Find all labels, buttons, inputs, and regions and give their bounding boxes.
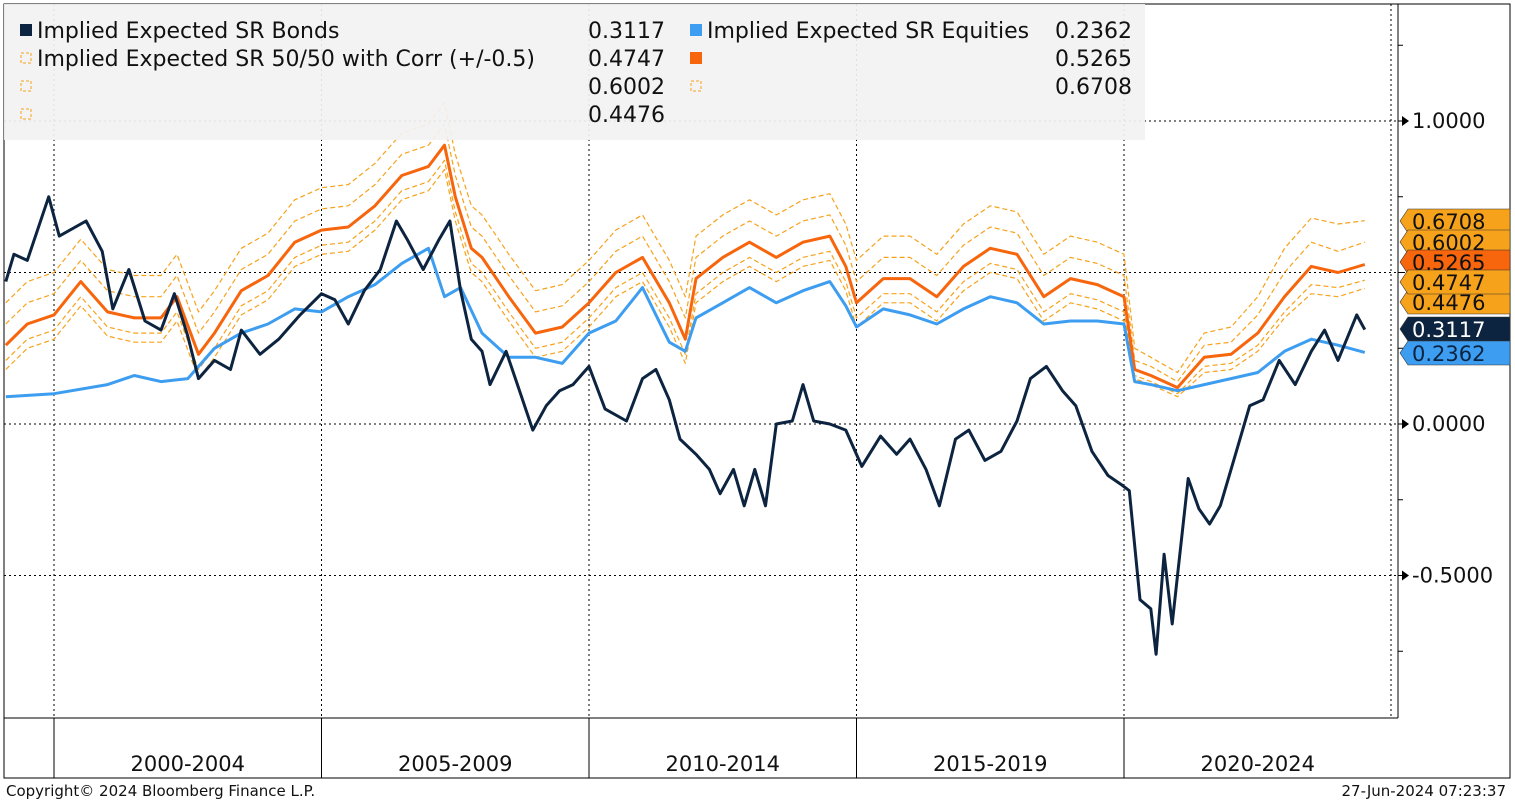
- legend-swatch: [20, 52, 32, 64]
- legend-label: Implied Expected SR 50/50 with Corr (+/-…: [37, 47, 535, 72]
- portfolio-band-line: [5, 159, 1365, 395]
- last-value-tag: [1399, 340, 1511, 366]
- x-tick-label: 2010-2014: [666, 752, 780, 776]
- last-value-tag: [1399, 316, 1511, 342]
- x-tick-label: 2020-2024: [1201, 752, 1315, 776]
- legend-swatch: [20, 108, 32, 120]
- x-tick-label: 2000-2004: [131, 752, 245, 776]
- legend-value: 0.4476: [588, 103, 665, 128]
- last-value-tag-text: 0.4476: [1412, 291, 1485, 315]
- legend-value: 0.5265: [1055, 47, 1132, 72]
- y-tick-label: 0.0000: [1412, 412, 1485, 436]
- legend-value: 0.6002: [588, 75, 665, 100]
- y-tick-arrow: [1402, 419, 1409, 429]
- bonds-line: [4, 195, 1367, 656]
- x-tick-label: 2015-2019: [933, 752, 1047, 776]
- y-tick-arrow: [1402, 570, 1409, 581]
- y-tick-arrow: [1402, 116, 1409, 126]
- last-value-tag: [1399, 269, 1511, 295]
- equities-line: [5, 246, 1366, 399]
- legend-value: 0.3117: [588, 19, 665, 44]
- legend: Implied Expected SR Bonds 0.3117 Implied E…: [20, 19, 1132, 128]
- portfolio-band-line: [5, 102, 1365, 374]
- last-value-tag-text: 0.4747: [1412, 271, 1485, 295]
- y-tick-label: 1.0000: [1412, 109, 1485, 133]
- legend-background: [4, 4, 1145, 140]
- last-value-tag: [1399, 208, 1511, 234]
- x-tick-label: 2005-2009: [398, 752, 512, 776]
- y-tick-label: -0.5000: [1412, 564, 1493, 588]
- legend-label: Implied Expected SR Equities: [707, 19, 1029, 44]
- legend-swatch: [690, 80, 702, 92]
- portfolio-line: [4, 143, 1366, 390]
- last-value-tag-text: 0.3117: [1412, 318, 1485, 342]
- last-value-tag-text: 0.2362: [1412, 342, 1485, 366]
- legend-value: 0.2362: [1055, 19, 1132, 44]
- legend-swatch: [690, 24, 702, 36]
- portfolio-band-line: [5, 123, 1365, 383]
- axes: 1.0000 0.0000 -0.5000 2000-2004 2005-2009 201…: [53, 44, 1493, 778]
- legend-value: 0.6708: [1055, 75, 1132, 100]
- legend-swatch: [20, 24, 32, 36]
- timestamp: 27-Jun-2024 07:23:37: [1342, 782, 1507, 800]
- last-value-tags: 0.44760.67080.60020.52650.47470.31170.23…: [1399, 208, 1511, 366]
- series-lines: [4, 102, 1367, 656]
- legend-swatch: [20, 80, 32, 92]
- copyright: Copyright© 2024 Bloomberg Finance L.P.: [6, 782, 315, 800]
- legend-swatch: [690, 52, 702, 64]
- legend-label: Implied Expected SR Bonds: [37, 19, 339, 44]
- legend-value: 0.4747: [588, 47, 665, 72]
